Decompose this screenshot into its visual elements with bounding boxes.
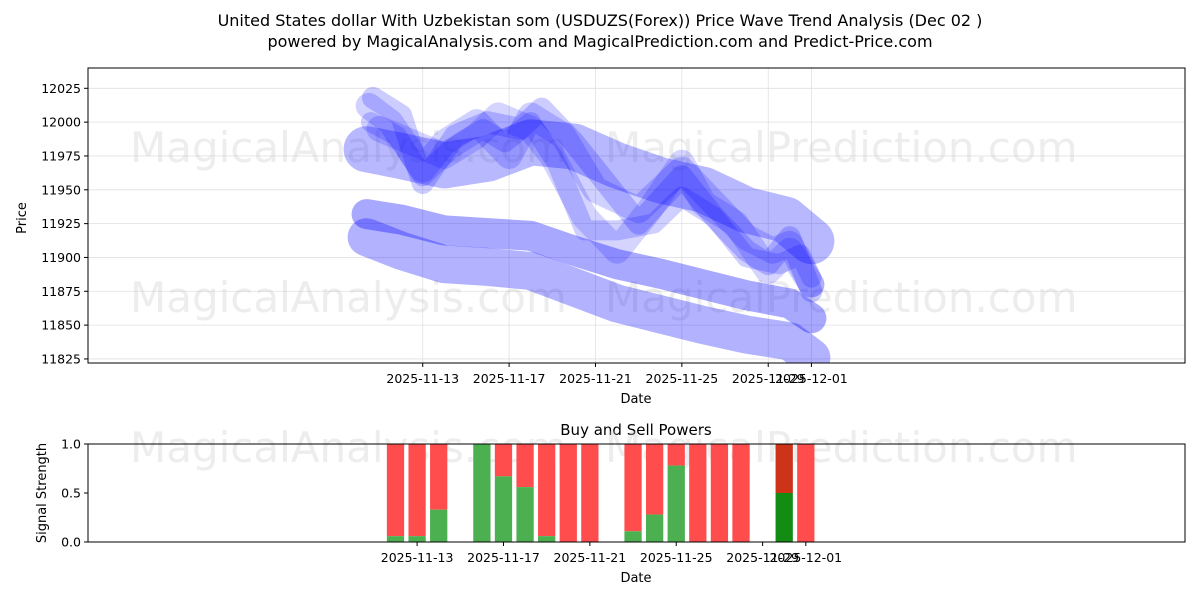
signal-y-ticks: 0.0 0.5 1.0 (61, 437, 88, 550)
price-wave-5 (362, 86, 823, 303)
buy-power-bar (516, 487, 534, 542)
signal-y-tick-label: 1.0 (61, 437, 81, 452)
buy-power-bar (430, 509, 448, 542)
buy-power-bar (538, 536, 556, 542)
price-wave-3 (343, 119, 835, 265)
buy-power-bar (624, 531, 642, 542)
buy-power-bar (473, 444, 491, 542)
watermark-prediction: MagicalPrediction.com (605, 123, 1078, 172)
price-x-ticks: 2025-11-13 2025-11-17 2025-11-21 2025-11-25… (386, 363, 848, 386)
signal-y-label: Signal Strength (35, 443, 50, 543)
price-y-tick-label: 11950 (41, 182, 81, 197)
price-y-tick-label: 11975 (41, 148, 81, 163)
signal-x-label: Date (620, 571, 651, 586)
sell-power-bar (797, 444, 815, 542)
signal-x-ticks: 2025-11-13 2025-11-17 2025-11-21 2025-11-25… (381, 542, 842, 565)
buy-power-bar (667, 465, 685, 542)
price-plot-area (88, 68, 1185, 363)
buy-power-bar (386, 536, 405, 542)
signal-bars (386, 444, 815, 542)
price-y-tick-label: 11875 (41, 284, 81, 299)
price-x-tick-label: 2025-11-13 (386, 371, 459, 386)
watermark-analysis: MagicalAnalysis.com (130, 123, 567, 172)
price-watermarks: MagicalAnalysis.com MagicalPrediction.co… (130, 123, 1078, 322)
signal-x-tick-label: 2025-11-21 (554, 550, 627, 565)
signal-y-tick-label: 0.0 (61, 535, 81, 550)
price-wave-1 (347, 218, 831, 363)
price-x-tick-label: 2025-11-17 (473, 371, 546, 386)
signal-x-tick-label: 2025-12-01 (769, 550, 842, 565)
price-x-label: Date (620, 392, 651, 407)
price-y-tick-label: 11850 (41, 318, 81, 333)
price-wave-4 (355, 92, 825, 298)
price-y-tick-label: 12000 (41, 115, 81, 130)
price-wave-7 (360, 112, 822, 288)
price-wave-2 (351, 199, 827, 334)
signal-y-tick-label: 0.5 (61, 486, 81, 501)
price-y-tick-label: 11925 (41, 216, 81, 231)
signal-title: Buy and Sell Powers (560, 421, 712, 439)
price-y-tick-label: 11900 (41, 250, 81, 265)
price-x-tick-label: 2025-11-29 (732, 371, 805, 386)
watermark-prediction: MagicalPrediction.com (605, 273, 1078, 322)
sell-power-bar (646, 444, 664, 515)
buy-power-bar (494, 476, 513, 542)
signal-x-tick-label: 2025-11-13 (381, 550, 454, 565)
price-waves (343, 86, 835, 363)
sell-power-bar (559, 444, 577, 542)
sell-power-bar (386, 444, 405, 537)
price-y-tick-label: 12025 (41, 81, 81, 96)
sell-power-bar (581, 444, 599, 542)
price-plot-frame (87, 67, 1186, 364)
sell-power-bar (538, 444, 556, 537)
sell-power-bar (516, 444, 534, 488)
sell-power-bar (775, 444, 793, 493)
price-grid (88, 68, 1185, 363)
watermark-analysis: MagicalAnalysis.com (130, 273, 567, 322)
price-y-tick-label: 11825 (41, 351, 81, 366)
sell-power-bar (430, 444, 448, 510)
sell-power-bar (667, 444, 685, 466)
price-x-tick-label: 2025-11-21 (559, 371, 632, 386)
buy-power-bar (775, 493, 793, 542)
price-y-ticks: 11825 11850 11875 11900 11925 11950 11975 12000… (41, 81, 88, 366)
signal-plot: Buy and Sell Powers MagicalAnalysis.com … (35, 421, 1186, 586)
buy-power-bar (408, 536, 426, 542)
sell-power-bar (710, 444, 729, 542)
price-x-tick-label: 2025-12-01 (775, 371, 848, 386)
signal-x-tick-label: 2025-11-29 (726, 550, 799, 565)
chart-title-line1: United States dollar With Uzbekistan som… (218, 11, 983, 30)
sell-power-bar (732, 444, 750, 542)
signal-x-tick-label: 2025-11-17 (467, 550, 540, 565)
sell-power-bar (624, 444, 642, 532)
sell-power-bar (494, 444, 513, 477)
sell-power-bar (408, 444, 426, 537)
buy-power-bar (646, 514, 664, 542)
signal-x-tick-label: 2025-11-25 (640, 550, 713, 565)
price-y-label: Price (15, 202, 30, 234)
price-wave-6 (366, 102, 825, 298)
chart-title-line2: powered by MagicalAnalysis.com and Magic… (267, 32, 932, 51)
price-plot: MagicalAnalysis.com MagicalPrediction.co… (15, 67, 1186, 407)
watermark-analysis: MagicalAnalysis.com (130, 423, 567, 472)
price-x-tick-label: 2025-11-25 (646, 371, 719, 386)
sell-power-bar (689, 444, 707, 542)
